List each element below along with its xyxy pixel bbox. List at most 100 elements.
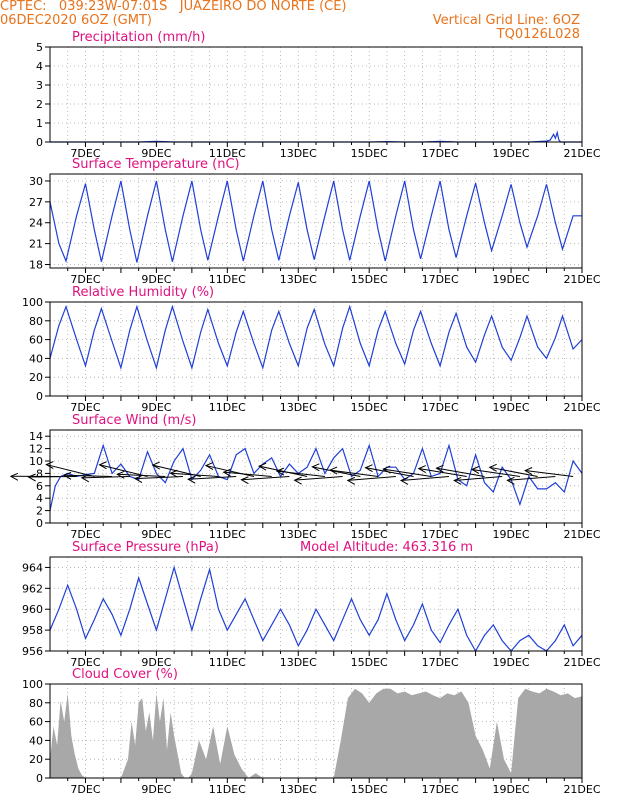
y-tick-label: 0: [36, 136, 43, 149]
y-tick-label: 4: [36, 492, 43, 505]
wind-arrowhead: [133, 475, 143, 484]
x-tick-label: 11DEC: [209, 147, 246, 160]
wind-vector: [454, 476, 503, 481]
y-tick-label: 1: [36, 117, 43, 130]
y-tick-label: 2: [36, 98, 43, 111]
y-tick-label: 962: [22, 582, 43, 595]
panel-title: Cloud Cover (%): [72, 667, 178, 682]
y-tick-label: 10: [29, 455, 43, 468]
wind-vector: [525, 470, 574, 477]
x-tick-label: 7DEC: [70, 401, 100, 414]
y-tick-label: 2: [36, 505, 43, 518]
y-tick-label: 20: [29, 753, 43, 766]
x-tick-label: 19DEC: [493, 528, 530, 541]
wind-arrowhead: [151, 461, 160, 470]
wind-arrowhead: [453, 477, 462, 485]
wind-vector: [134, 476, 184, 480]
x-tick-label: 13DEC: [280, 656, 317, 669]
wind-vector: [507, 476, 556, 481]
x-tick-label: 13DEC: [280, 401, 317, 414]
wind-arrowhead: [506, 476, 515, 485]
y-tick-label: 5: [36, 41, 43, 54]
x-tick-label: 15DEC: [351, 147, 388, 160]
y-tick-label: 20: [29, 371, 43, 384]
x-tick-label: 13DEC: [280, 147, 317, 160]
wind-arrowhead: [524, 467, 533, 475]
panel-title: Surface Pressure (hPa): [72, 540, 219, 555]
x-tick-label: 17DEC: [422, 656, 459, 669]
x-tick-label: 7DEC: [70, 656, 100, 669]
wind-arrowhead: [417, 465, 426, 473]
x-tick-label: 15DEC: [351, 273, 388, 286]
header-grid-note: Vertical Grid Line: 6OZ: [432, 13, 580, 28]
wind-vector: [365, 467, 414, 477]
wind-vector: [99, 464, 148, 477]
wind-arrowhead: [311, 463, 320, 472]
x-tick-label: 13DEC: [280, 783, 317, 796]
wind-arrowhead: [435, 464, 444, 473]
y-tick-label: 956: [22, 645, 43, 658]
x-tick-label: 21DEC: [563, 147, 600, 160]
y-tick-label: 4: [36, 60, 43, 73]
wind-vector: [223, 471, 272, 477]
series-line: [49, 180, 582, 263]
wind-arrowhead: [258, 462, 267, 471]
x-tick-label: 11DEC: [209, 656, 246, 669]
x-tick-label: 19DEC: [493, 401, 530, 414]
wind-arrowhead: [62, 471, 72, 480]
y-tick-label: 14: [29, 430, 43, 443]
wind-arrowhead: [204, 462, 214, 470]
wind-vector: [46, 464, 95, 477]
x-tick-label: 17DEC: [422, 528, 459, 541]
x-tick-label: 9DEC: [141, 401, 171, 414]
x-tick-label: 17DEC: [422, 147, 459, 160]
x-tick-label: 13DEC: [280, 273, 317, 286]
wind-vector: [330, 469, 379, 477]
wind-arrowhead: [169, 469, 178, 478]
wind-vector: [294, 476, 343, 481]
wind-arrowhead: [275, 467, 285, 476]
header-model-id: TQ0126L028: [496, 27, 580, 42]
wind-vector: [188, 476, 237, 480]
panel-title: Surface Wind (m/s): [72, 413, 196, 428]
panel-title: Relative Humidity (%): [72, 285, 214, 300]
wind-vector: [28, 476, 77, 478]
panel-frame: [49, 556, 583, 652]
y-tick-label: 0: [36, 772, 43, 785]
wind-arrowhead: [488, 463, 497, 472]
x-tick-label: 19DEC: [493, 273, 530, 286]
x-tick-label: 15DEC: [351, 783, 388, 796]
x-tick-label: 17DEC: [422, 783, 459, 796]
wind-vector: [383, 468, 432, 477]
wind-arrowhead: [346, 476, 356, 485]
wind-arrowhead: [328, 466, 338, 475]
x-tick-label: 11DEC: [209, 783, 246, 796]
x-tick-label: 9DEC: [141, 528, 171, 541]
y-tick-label: 6: [36, 480, 43, 493]
wind-vector: [418, 468, 467, 477]
wind-vector: [170, 472, 219, 477]
cloud-cover-area: [50, 688, 582, 778]
y-tick-label: 60: [29, 334, 43, 347]
series-line: [49, 304, 583, 370]
wind-arrowhead: [187, 475, 196, 484]
y-tick-label: 964: [22, 561, 43, 574]
wind-vector: [489, 466, 538, 477]
wind-vector: [205, 465, 255, 477]
panel-title: Surface Temperature (nC): [72, 157, 240, 172]
x-tick-label: 9DEC: [141, 147, 171, 160]
wind-arrowhead: [9, 472, 19, 481]
wind-arrowhead: [470, 466, 480, 474]
wind-arrowhead: [45, 461, 54, 469]
x-tick-label: 17DEC: [422, 273, 459, 286]
wind-vector: [471, 468, 521, 477]
x-tick-label: 7DEC: [70, 273, 100, 286]
wind-vector: [347, 476, 396, 481]
wind-arrowhead: [364, 464, 373, 473]
header-station-line: CPTEC: 039:23W-07:01S JUAZEIRO DO NORTE …: [0, 0, 347, 14]
series-line: [49, 443, 583, 511]
x-tick-label: 11DEC: [209, 273, 246, 286]
wind-vector: [64, 474, 113, 477]
y-tick-label: 958: [22, 624, 43, 637]
y-tick-label: 27: [29, 196, 43, 209]
